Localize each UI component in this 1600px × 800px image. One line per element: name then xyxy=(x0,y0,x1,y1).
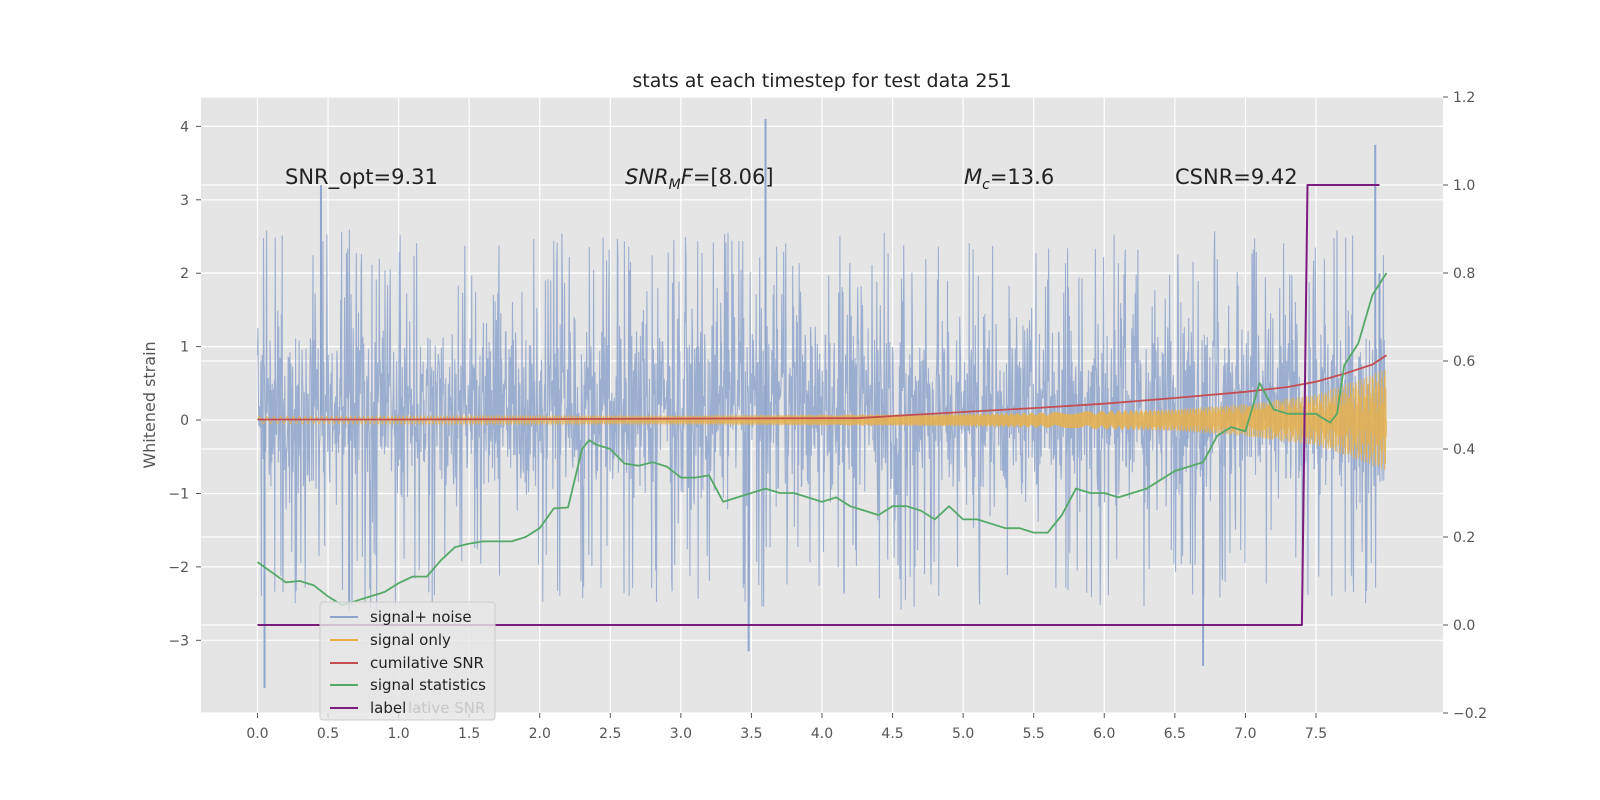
x-tick-label: 1.0 xyxy=(387,726,409,742)
y2-tick-label: 1.2 xyxy=(1453,90,1475,106)
legend-entry-label: label xyxy=(370,699,406,717)
series-cumilative-snr-line xyxy=(257,354,1387,421)
y2-tick-label: 0.6 xyxy=(1453,354,1475,370)
chart-title: stats at each timestep for test data 251 xyxy=(632,70,1011,92)
y2-tick-label: −0.2 xyxy=(1453,706,1487,722)
legend-entry-signal-statistics: signal statistics xyxy=(370,676,486,694)
y-tick-label: 1 xyxy=(180,340,189,356)
annotation-snr-mf: SNRMF=[8.06] xyxy=(625,165,774,193)
legend-hidden-text: lative SNR xyxy=(408,699,485,717)
x-tick-label: 5.0 xyxy=(952,726,974,742)
x-tick-label: 6.0 xyxy=(1093,726,1115,742)
x-tick-label: 7.5 xyxy=(1305,726,1327,742)
legend-entry-signal-noise: signal+ noise xyxy=(370,608,472,626)
series-label-line xyxy=(257,184,1380,626)
x-tick-label: 2.0 xyxy=(529,726,551,742)
x-tick-label: 0.0 xyxy=(246,726,268,742)
annotation-mc: Mc=13.6 xyxy=(964,165,1054,193)
x-tick-label: 3.5 xyxy=(740,726,762,742)
y-tick-label: −1 xyxy=(168,486,189,502)
legend-entry-cumilative-snr: cumilative SNR xyxy=(370,654,484,672)
x-tick-label: 4.0 xyxy=(811,726,833,742)
series-signal-only-line xyxy=(257,369,1387,471)
y2-tick-label: 1.0 xyxy=(1453,178,1475,194)
y-tick-label: −2 xyxy=(168,560,189,576)
y-tick-label: 4 xyxy=(180,119,189,135)
x-tick-label: 5.5 xyxy=(1023,726,1045,742)
x-tick-label: 4.5 xyxy=(881,726,903,742)
x-tick-label: 3.0 xyxy=(670,726,692,742)
y2-tick-label: 0.8 xyxy=(1453,266,1475,282)
x-tick-label: 6.5 xyxy=(1164,726,1186,742)
x-tick-label: 7.0 xyxy=(1234,726,1256,742)
annotation-csnr: CSNR=9.42 xyxy=(1175,165,1298,189)
x-tick-label: 0.5 xyxy=(317,726,339,742)
x-tick-label: 2.5 xyxy=(599,726,621,742)
y2-tick-label: 0.4 xyxy=(1453,442,1475,458)
y-tick-label: 0 xyxy=(180,413,189,429)
series-signal-noise-line xyxy=(256,229,1386,611)
y-tick-label: 2 xyxy=(180,266,189,282)
legend: lative SNR signal+ noise signal only cum… xyxy=(319,601,496,721)
annotation-snr-opt: SNR_opt=9.31 xyxy=(285,165,438,190)
legend-entry-signal-only: signal only xyxy=(370,631,451,649)
y-axis-label: Whitened strain xyxy=(140,341,159,468)
series-signal-statistics-line xyxy=(256,272,1388,607)
axes-layer: 0.0 0.5 1.0 1.5 2.0 2.5 3.0 3.5 4.0 4.5 5.0 5.5 6.0 6… xyxy=(168,90,1487,742)
legend-box xyxy=(319,601,496,721)
y-tick-label: 3 xyxy=(180,193,189,209)
series-layer xyxy=(256,119,1388,689)
y2-tick-label: 0.2 xyxy=(1453,530,1475,546)
y2-tick-label: 0.0 xyxy=(1453,618,1475,634)
x-tick-label: 1.5 xyxy=(458,726,480,742)
y-tick-label: −3 xyxy=(168,633,189,649)
